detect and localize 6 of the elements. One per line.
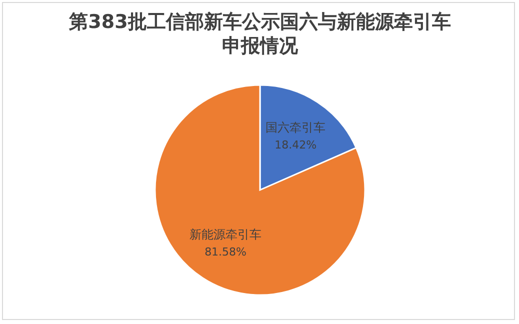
data-label: 81.58% bbox=[204, 246, 247, 259]
chart-title: 第383批工信部新车公示国六与新能源牵引车申报情况 bbox=[68, 10, 452, 58]
data-label: 18.42% bbox=[274, 138, 317, 152]
pie-slice bbox=[154, 84, 366, 296]
slice-label: 新能源牵引车 bbox=[190, 228, 262, 242]
slice-label: 国六牵引车 bbox=[266, 120, 326, 134]
